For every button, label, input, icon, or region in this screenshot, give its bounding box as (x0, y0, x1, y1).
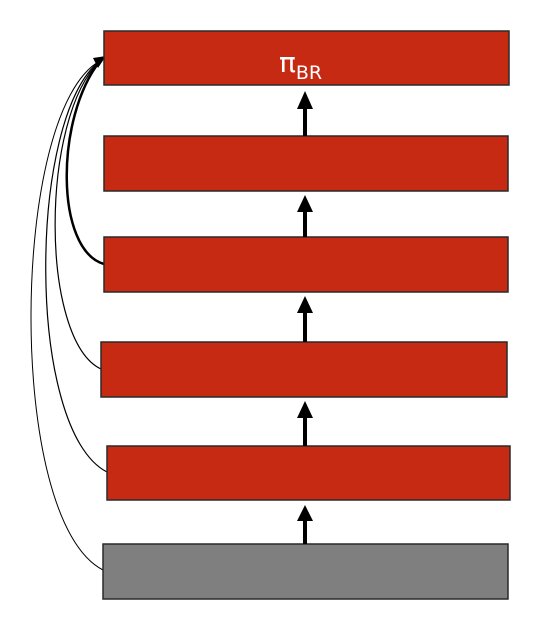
hidden-layer-3 (103, 236, 509, 293)
output-label: πBR (279, 46, 322, 84)
input-layer (102, 543, 509, 600)
up-arrow-4 (297, 195, 313, 237)
hidden-layer-1 (106, 445, 511, 501)
output-layer (103, 30, 510, 86)
output-subscript: BR (296, 62, 322, 84)
up-arrow-3 (297, 296, 313, 342)
hidden-layer-4 (103, 135, 509, 192)
skip-link-from-input (30, 60, 104, 571)
up-arrow-2 (297, 401, 313, 446)
up-arrow-1 (297, 505, 313, 544)
forward-arrows (297, 91, 313, 544)
skip-link-from-layer-4 (65, 60, 105, 266)
skip-connections (30, 56, 108, 571)
skip-link-arrowhead (93, 56, 106, 68)
hidden-layer-2 (100, 341, 508, 398)
up-arrow-5 (297, 91, 313, 136)
skip-link-from-layer-3 (54, 60, 102, 370)
output-symbol: π (279, 46, 296, 79)
layers (100, 30, 511, 600)
skip-link-from-layer-2 (45, 60, 108, 473)
